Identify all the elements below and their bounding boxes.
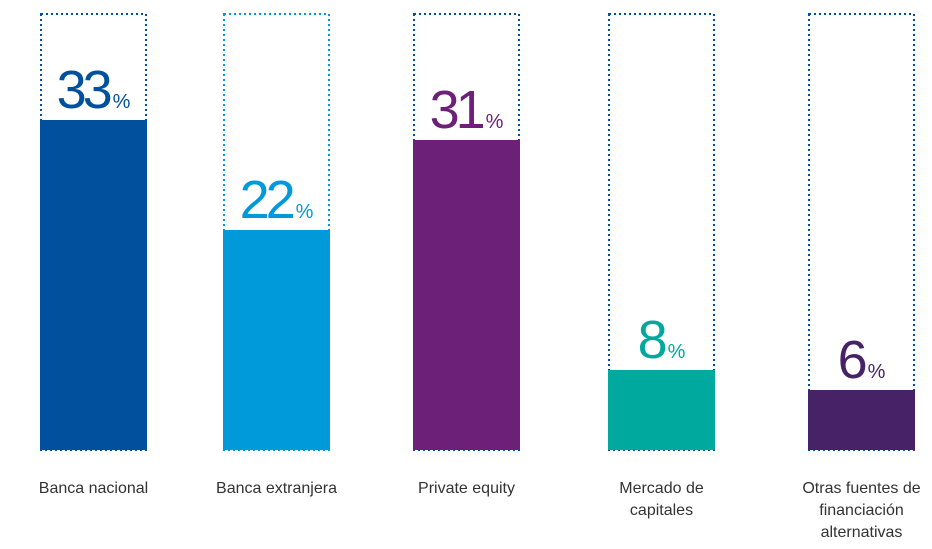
category-label: Private equity <box>418 480 515 497</box>
value-label: 31% <box>430 80 504 140</box>
bar <box>808 390 915 450</box>
bar <box>223 230 330 450</box>
value-label: 33% <box>57 60 131 120</box>
value-label: 8% <box>638 310 686 370</box>
category-label: Banca nacional <box>38 480 149 497</box>
bar <box>413 140 520 450</box>
chart-plot: 33 % 22 % 31 % 8% 6% <box>40 13 915 451</box>
bar <box>40 120 147 450</box>
value-label: 22% <box>240 170 314 230</box>
category-label: Banca extranjera <box>216 480 337 497</box>
value-label: 6% <box>838 330 886 390</box>
category-label: Mercado de capitales <box>619 480 704 519</box>
bar <box>608 370 715 450</box>
category-label: Otras fuentes de financiación alternativ… <box>802 480 921 541</box>
